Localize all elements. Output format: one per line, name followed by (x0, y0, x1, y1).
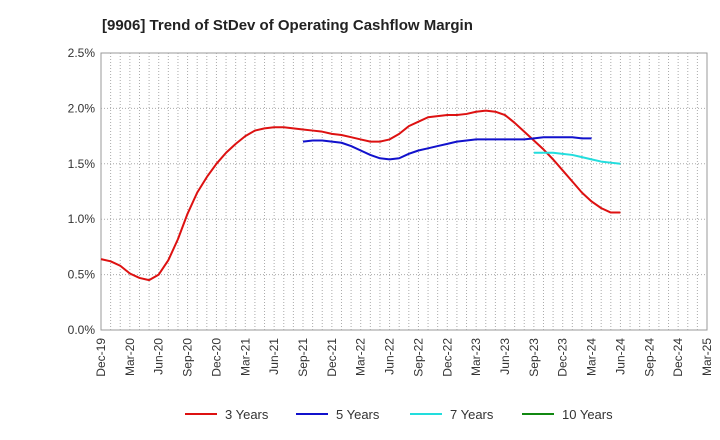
y-tick-label: 0.5% (68, 268, 96, 282)
y-tick-label: 0.0% (68, 323, 96, 337)
x-tick-label: Sep-24 (642, 338, 656, 377)
x-tick-label: Jun-23 (498, 338, 512, 375)
x-tick-label: Mar-25 (700, 338, 714, 376)
x-tick-label: Dec-20 (209, 338, 223, 377)
x-tick-label: Mar-23 (469, 338, 483, 376)
x-tick-label: Dec-19 (94, 338, 108, 377)
x-tick-label: Sep-22 (411, 338, 425, 377)
x-tick-label: Jun-21 (267, 338, 281, 375)
legend-label-7-years: 7 Years (450, 407, 494, 422)
x-tick-label: Mar-21 (238, 338, 252, 376)
chart-title: [9906] Trend of StDev of Operating Cashf… (102, 17, 473, 34)
y-tick-label: 2.0% (68, 101, 96, 115)
plot-area (100, 52, 708, 331)
legend: 3 Years 5 Years 7 Years 10 Years (185, 407, 613, 422)
x-tick-label: Dec-21 (325, 338, 339, 377)
series-line-5-years (302, 136, 592, 161)
y-tick-label: 1.0% (68, 212, 96, 226)
x-tick-label: Jun-24 (613, 338, 627, 375)
series-lines (100, 109, 621, 282)
x-tick-label: Dec-23 (556, 338, 570, 377)
x-tick-label: Sep-23 (527, 338, 541, 377)
x-tick-label: Dec-22 (440, 338, 454, 377)
y-tick-label: 1.5% (68, 157, 96, 171)
x-tick-label: Jun-22 (383, 338, 397, 375)
x-tick-label: Sep-21 (296, 338, 310, 377)
x-axis-tick-labels: Dec-19 Mar-20 Jun-20 Sep-20 Dec-20 Mar-21 Jun-… (94, 338, 714, 377)
x-tick-label: Mar-20 (123, 338, 137, 376)
series-line-3-years (100, 109, 621, 282)
x-tick-label: Sep-20 (181, 338, 195, 377)
y-axis-tick-labels: 0.0% 0.5% 1.0% 1.5% 2.0% 2.5% (68, 46, 96, 337)
legend-label-3-years: 3 Years (225, 407, 269, 422)
x-tick-label: Mar-24 (585, 338, 599, 376)
legend-label-10-years: 10 Years (562, 407, 613, 422)
grid-lines (101, 53, 707, 330)
series-line-7-years (533, 151, 621, 165)
x-tick-label: Jun-20 (152, 338, 166, 375)
legend-label-5-years: 5 Years (336, 407, 380, 422)
x-tick-label: Dec-24 (671, 338, 685, 377)
y-tick-label: 2.5% (68, 46, 96, 60)
x-tick-label: Mar-22 (354, 338, 368, 376)
